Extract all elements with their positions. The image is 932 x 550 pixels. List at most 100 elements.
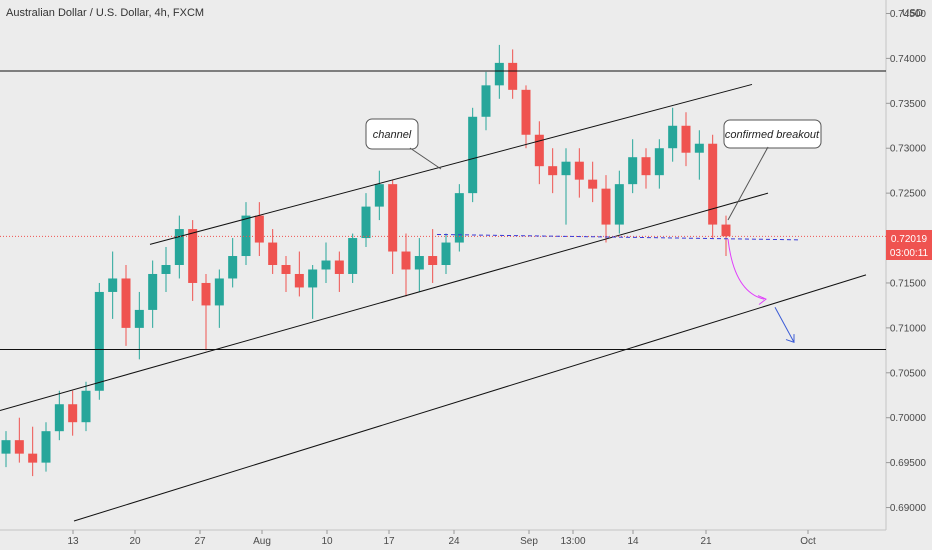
candle-body[interactable] [454,193,464,243]
candle-body[interactable] [161,265,171,274]
y-tick-label: 0.74500 [890,9,927,20]
current-price-marker[interactable]: 0.72019 03:00:11 [886,230,932,260]
countdown-value: 03:00:11 [890,248,929,259]
candle-body[interactable] [201,282,211,306]
candle-body[interactable] [81,390,91,423]
x-tick-label: Aug [253,536,271,547]
candle-body[interactable] [628,157,638,185]
candle-body[interactable] [708,143,718,225]
chart-title: Australian Dollar / U.S. Dollar, 4h, FXC… [6,7,204,19]
y-tick-label: 0.72500 [890,189,927,200]
candle-body[interactable] [534,134,544,167]
y-tick-label: 0.74000 [890,54,927,65]
candle-body[interactable] [548,166,558,176]
breakout-callout-pointer [727,146,769,221]
candle-body[interactable] [28,453,38,463]
y-tick-label: 0.69500 [890,458,927,469]
candle-body[interactable] [148,273,158,310]
candles-layer [1,44,731,477]
candle-body[interactable] [14,440,24,454]
drawings-layer [0,70,886,522]
x-tick-label: 13:00 [560,536,585,547]
candle-body[interactable] [494,62,504,86]
candle-body[interactable] [521,89,531,135]
candle-body[interactable] [588,179,598,189]
breakout-callout[interactable]: confirmed breakout [723,119,822,221]
candle-body[interactable] [641,157,651,176]
candle-body[interactable] [41,431,51,463]
candle-body[interactable] [308,269,318,288]
candle-body[interactable] [694,143,704,153]
x-tick-label: 27 [194,536,206,547]
candle-body[interactable] [268,242,278,265]
y-tick-label: 0.70000 [890,413,927,424]
candle-body[interactable] [321,260,331,270]
x-tick-label: 21 [700,536,712,547]
channel-callout[interactable]: channel [365,118,442,170]
candle-body[interactable] [401,251,411,270]
x-tick-label: Oct [800,536,816,547]
candle-body[interactable] [614,184,624,225]
x-tick-label: 10 [321,536,333,547]
x-tick-label: 14 [627,536,639,547]
y-tick-label: 0.71000 [890,323,927,334]
x-tick-label: 24 [448,536,460,547]
candle-body[interactable] [481,85,491,117]
candle-body[interactable] [294,273,304,288]
x-tick-label: 13 [67,536,79,547]
candle-body[interactable] [68,404,78,423]
candle-body[interactable] [508,62,518,90]
current-price-value: 0.72019 [891,234,928,245]
candle-body[interactable] [334,260,344,274]
channel-callout-box [365,118,419,150]
projection-arrowhead-blue [785,334,795,343]
candle-body[interactable] [228,256,238,279]
candle-body[interactable] [388,184,398,252]
candle-body[interactable] [721,224,731,237]
candle-body[interactable] [441,242,451,265]
candle-body[interactable] [601,188,611,225]
price-axis[interactable] [886,0,932,530]
candle-body[interactable] [574,161,584,180]
projection-arrow-blue[interactable] [774,306,795,343]
candle-body[interactable] [94,291,104,391]
y-tick-label: 0.69000 [890,503,927,514]
candle-body[interactable] [361,206,371,239]
x-tick-label: Sep [520,536,538,547]
candle-body[interactable] [241,215,251,257]
time-axis[interactable] [0,530,932,550]
breakout-callout-box [723,119,822,149]
candle-body[interactable] [428,256,438,265]
x-tick-labels: 13 20 27 Aug 10 17 24 Sep 13:00 14 21 Oct [67,536,816,547]
breakout-callout-text: confirmed breakout [725,129,820,141]
currency-label: USD [902,8,923,19]
candle-body[interactable] [214,278,224,306]
candle-body[interactable] [134,309,144,328]
y-tick-label: 0.70500 [890,368,927,379]
candle-body[interactable] [561,161,571,176]
candle-body[interactable] [374,184,384,207]
candle-body[interactable] [281,265,291,274]
candle-body[interactable] [668,125,678,149]
projected-channel-line[interactable] [73,274,867,522]
candle-body[interactable] [108,278,118,292]
projection-arrow-pink[interactable] [727,238,765,300]
candle-body[interactable] [348,238,358,274]
candle-body[interactable] [121,278,131,328]
y-tick-label: 0.73000 [890,144,927,155]
channel-upper-line[interactable] [149,83,753,245]
candle-body[interactable] [254,215,264,243]
candle-body[interactable] [414,256,424,270]
channel-lower-line[interactable] [0,192,769,412]
candle-body[interactable] [1,440,11,454]
y-tick-label: 0.71500 [890,278,927,289]
candle-body[interactable] [54,404,64,432]
candle-body[interactable] [468,116,478,194]
candle-body[interactable] [654,148,664,176]
candle-body[interactable] [174,229,184,265]
breakout-level-dashed-line[interactable] [436,233,801,241]
candle-body[interactable] [188,229,198,283]
candle-body[interactable] [681,125,691,153]
